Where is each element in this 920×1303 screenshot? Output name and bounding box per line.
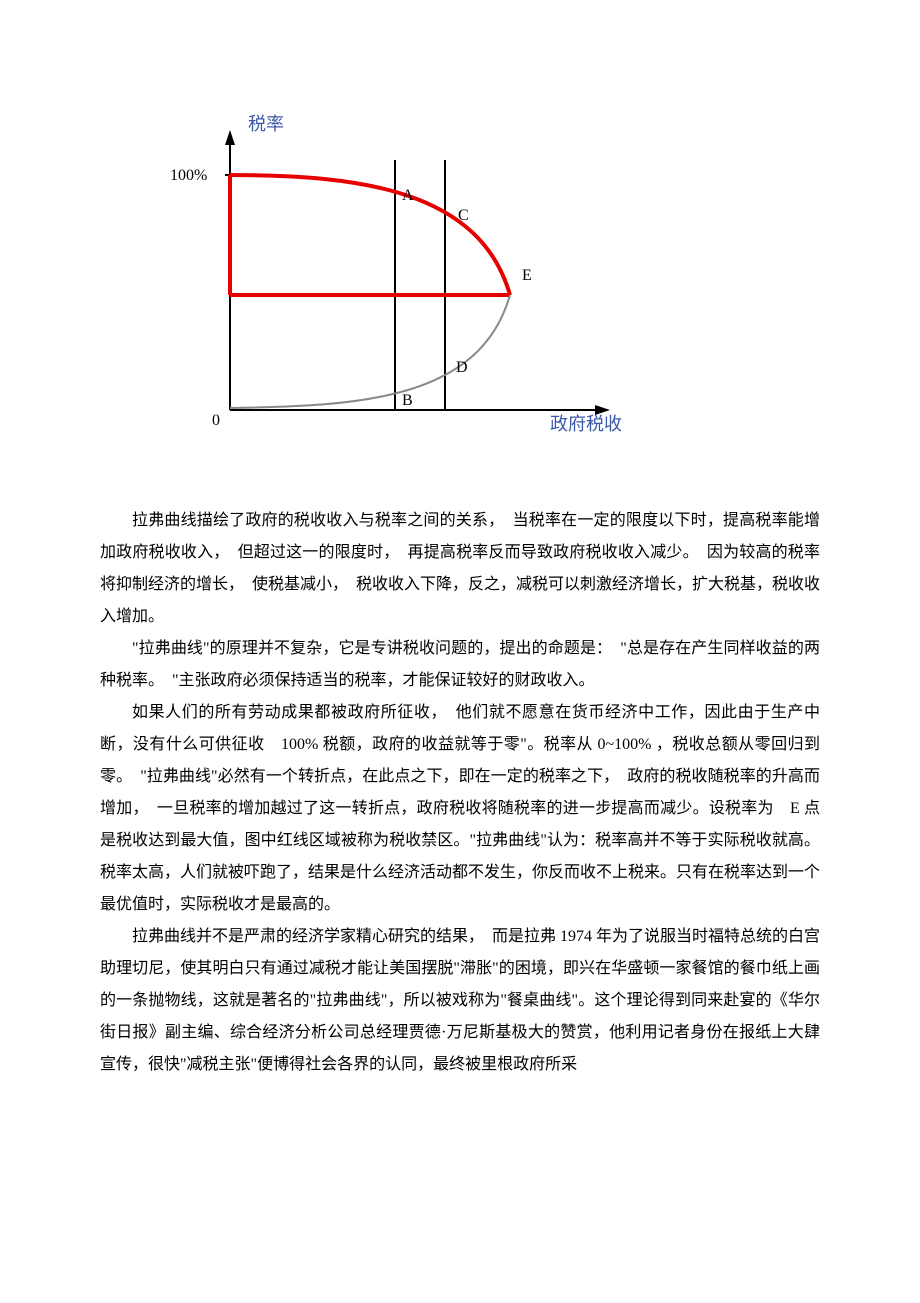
paragraph-1: 拉弗曲线描绘了政府的税收收入与税率之间的关系， 当税率在一定的限度以下时，提高税… bbox=[100, 505, 820, 633]
paragraph-3: 如果人们的所有劳动成果都被政府所征收， 他们就不愿意在货币经济中工作，因此由于生… bbox=[100, 697, 820, 921]
y-tick-100: 100% bbox=[170, 167, 207, 184]
point-e-label: E bbox=[522, 267, 532, 284]
y-axis-label: 税率 bbox=[248, 114, 284, 134]
x-axis-label: 政府税收 bbox=[550, 414, 622, 434]
paragraph-2: "拉弗曲线"的原理并不复杂，它是专讲税收问题的，提出的命题是： "总是存在产生同… bbox=[100, 633, 820, 697]
origin-label: 0 bbox=[212, 412, 220, 429]
document-page: 税率 100% 0 政府税收 bbox=[0, 0, 920, 1141]
point-c-label: C bbox=[458, 207, 469, 224]
upper-curve bbox=[230, 175, 510, 295]
point-d-label: D bbox=[456, 359, 468, 376]
paragraph-4: 拉弗曲线并不是严肃的经济学家精心研究的结果， 而是拉弗 1974 年为了说服当时… bbox=[100, 921, 820, 1081]
laffer-curve-chart: 税率 100% 0 政府税收 bbox=[140, 100, 820, 465]
lower-curve bbox=[230, 295, 510, 408]
y-axis-arrow bbox=[225, 130, 235, 145]
chart-svg: 税率 100% 0 政府税收 bbox=[140, 100, 640, 460]
point-a-label: A bbox=[402, 187, 414, 204]
point-b-label: B bbox=[402, 392, 413, 409]
